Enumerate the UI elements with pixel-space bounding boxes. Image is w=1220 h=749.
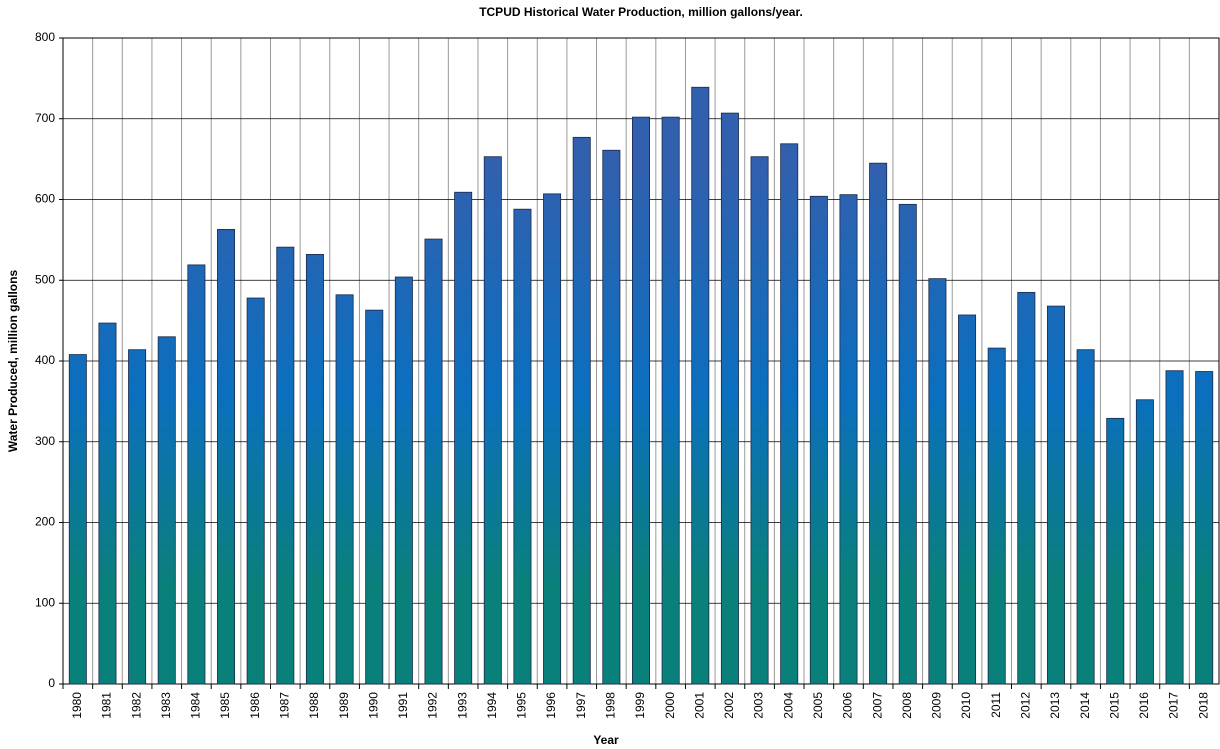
bar [572, 136, 591, 685]
x-tick-label: 2018 [1196, 692, 1210, 719]
x-tick-label: 1997 [574, 692, 588, 719]
bar [424, 238, 443, 685]
bar [632, 116, 650, 685]
y-axis-title: Water Produced, million gallons [6, 270, 20, 453]
y-tick-label: 500 [35, 272, 55, 286]
x-axis-title: Year [593, 733, 619, 747]
bar [483, 156, 502, 685]
x-tick-label: 2010 [959, 692, 973, 719]
x-tick-label: 1980 [70, 692, 84, 719]
x-tick-label: 1991 [396, 692, 410, 719]
bar [1046, 305, 1065, 685]
bar [128, 349, 147, 685]
bar [1076, 349, 1095, 685]
bar [987, 347, 1006, 685]
x-tick-label: 1987 [277, 692, 291, 719]
x-tick-label: 1996 [544, 692, 558, 719]
x-tick-label: 1992 [426, 692, 440, 719]
x-tick-label: 2007 [870, 692, 884, 719]
bar [839, 194, 858, 685]
x-tick-label: 2002 [722, 692, 736, 719]
x-tick-label: 2005 [811, 692, 825, 719]
x-tick-label: 2017 [1167, 692, 1181, 719]
x-tick-label: 2014 [1078, 692, 1092, 719]
x-tick-label: 1995 [515, 692, 529, 719]
x-tick-label: 2003 [752, 692, 766, 719]
bar [68, 354, 87, 685]
x-tick-label: 2004 [781, 692, 795, 719]
y-tick-label: 400 [35, 353, 55, 367]
bar [691, 86, 710, 685]
bar [1195, 371, 1214, 685]
x-tick-label: 1990 [366, 692, 380, 719]
bar [98, 322, 117, 685]
x-tick-label: 1994 [485, 692, 499, 719]
bar [246, 297, 265, 685]
bar [750, 156, 769, 685]
y-tick-label: 600 [35, 192, 55, 206]
x-tick-label: 1999 [633, 692, 647, 719]
x-tick-label: 1989 [337, 692, 351, 719]
bar [305, 254, 324, 685]
x-tick-label: 2009 [930, 692, 944, 719]
x-tick-label: 1993 [455, 692, 469, 719]
bar [1135, 399, 1154, 685]
y-tick-label: 800 [35, 30, 55, 44]
y-tick-label: 700 [35, 111, 55, 125]
x-tick-label: 1982 [129, 692, 143, 719]
bar [720, 112, 739, 685]
bar [780, 143, 799, 685]
x-tick-label: 1986 [248, 692, 262, 719]
bar [276, 246, 295, 685]
bar [1106, 417, 1125, 685]
bar [157, 336, 176, 685]
x-tick-label: 1998 [604, 692, 618, 719]
x-tick-label: 2001 [692, 692, 706, 719]
bar [602, 149, 621, 685]
bar [928, 278, 947, 685]
y-tick-label: 200 [35, 515, 55, 529]
x-tick-label: 1981 [100, 692, 114, 719]
bar [1165, 370, 1184, 685]
chart-title: TCPUD Historical Water Production, milli… [479, 5, 803, 19]
bar [661, 116, 680, 685]
bar [335, 294, 354, 685]
x-tick-label: 2013 [1048, 692, 1062, 719]
x-tick-label: 1983 [159, 692, 173, 719]
bar [898, 203, 917, 685]
bar [809, 195, 828, 685]
bar [513, 208, 532, 685]
bar [869, 162, 888, 685]
x-tick-label: 2015 [1107, 692, 1121, 719]
x-tick-label: 1985 [218, 692, 232, 719]
bar [454, 191, 473, 685]
bar [1017, 291, 1036, 685]
x-tick-label: 2006 [841, 692, 855, 719]
y-tick-label: 0 [48, 676, 55, 690]
x-tick-label: 1988 [307, 692, 321, 719]
bar [394, 276, 413, 685]
bar [958, 314, 977, 685]
bar [543, 193, 562, 685]
x-tick-label: 2008 [900, 692, 914, 719]
x-tick-label: 1984 [189, 692, 203, 719]
x-tick-label: 2016 [1137, 692, 1151, 719]
y-tick-label: 300 [35, 434, 55, 448]
bar [365, 309, 384, 685]
x-tick-label: 2011 [989, 692, 1003, 718]
y-tick-label: 100 [35, 595, 55, 609]
x-tick-label: 2012 [1019, 692, 1033, 719]
bar [187, 264, 206, 685]
x-tick-label: 2000 [663, 692, 677, 719]
bar [217, 228, 236, 685]
